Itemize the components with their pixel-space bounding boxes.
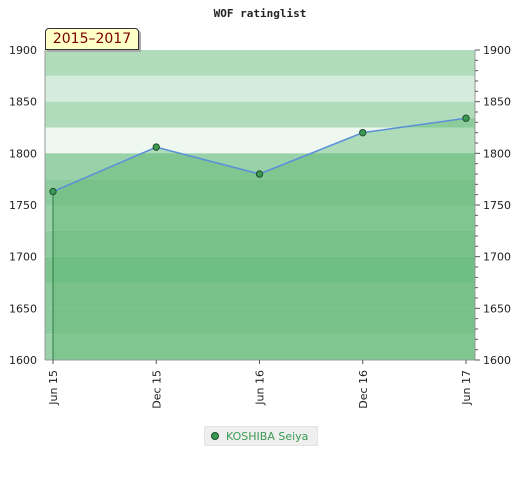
y-tick-label-left: 1750 xyxy=(9,199,37,212)
data-point[interactable] xyxy=(359,128,367,137)
y-tick-label-right: 1800 xyxy=(483,147,511,160)
y-tick-label-right: 1900 xyxy=(483,44,511,57)
x-tick-label: Dec 16 xyxy=(357,370,370,409)
x-tick-label: Dec 15 xyxy=(150,370,163,409)
data-point[interactable] xyxy=(462,114,470,122)
y-tick-label-right: 1600 xyxy=(483,354,511,367)
y-tick-label-left: 1900 xyxy=(9,44,37,57)
y-tick-label-left: 1600 xyxy=(9,354,37,367)
chart-title: WOF ratinglist xyxy=(214,7,307,20)
background-band xyxy=(45,179,475,205)
background-band xyxy=(45,205,475,231)
background-band xyxy=(45,334,475,360)
y-tick-label-right: 1750 xyxy=(483,199,511,212)
area-layer xyxy=(53,118,475,360)
background-band xyxy=(45,282,475,309)
legend[interactable]: KOSHIBA Seiya xyxy=(204,426,318,446)
background-band xyxy=(45,101,475,128)
series-area xyxy=(53,118,475,360)
y-tick-label-right: 1850 xyxy=(483,96,511,109)
legend-label: KOSHIBA Seiya xyxy=(226,429,309,443)
axes: 1600 1600 1650 1650 1700 1700 1750 1750 1800 1800… xyxy=(9,44,511,409)
background-band xyxy=(45,256,475,283)
data-point[interactable] xyxy=(49,187,57,196)
y-tick-label-left: 1700 xyxy=(9,251,37,264)
x-tick-label: Jun 17 xyxy=(460,370,473,406)
data-point[interactable] xyxy=(255,170,264,178)
y-tick-label-left: 1650 xyxy=(9,302,37,315)
y-tick-label-right: 1650 xyxy=(483,302,511,315)
period-badge: 2015–2017 xyxy=(45,28,139,50)
y-tick-label-left: 1800 xyxy=(9,147,37,160)
background-band xyxy=(45,230,475,257)
data-marks xyxy=(49,114,470,360)
x-tick-label: Jun 15 xyxy=(47,370,60,406)
background-band xyxy=(45,308,475,335)
background-band xyxy=(45,50,475,76)
legend-marker-icon xyxy=(211,432,219,440)
x-tick-label: Jun 16 xyxy=(254,370,267,406)
data-point[interactable] xyxy=(152,143,160,151)
background-band xyxy=(45,75,475,102)
y-tick-label-right: 1700 xyxy=(483,251,511,264)
background-band xyxy=(45,127,475,154)
y-tick-label-left: 1850 xyxy=(9,96,37,109)
